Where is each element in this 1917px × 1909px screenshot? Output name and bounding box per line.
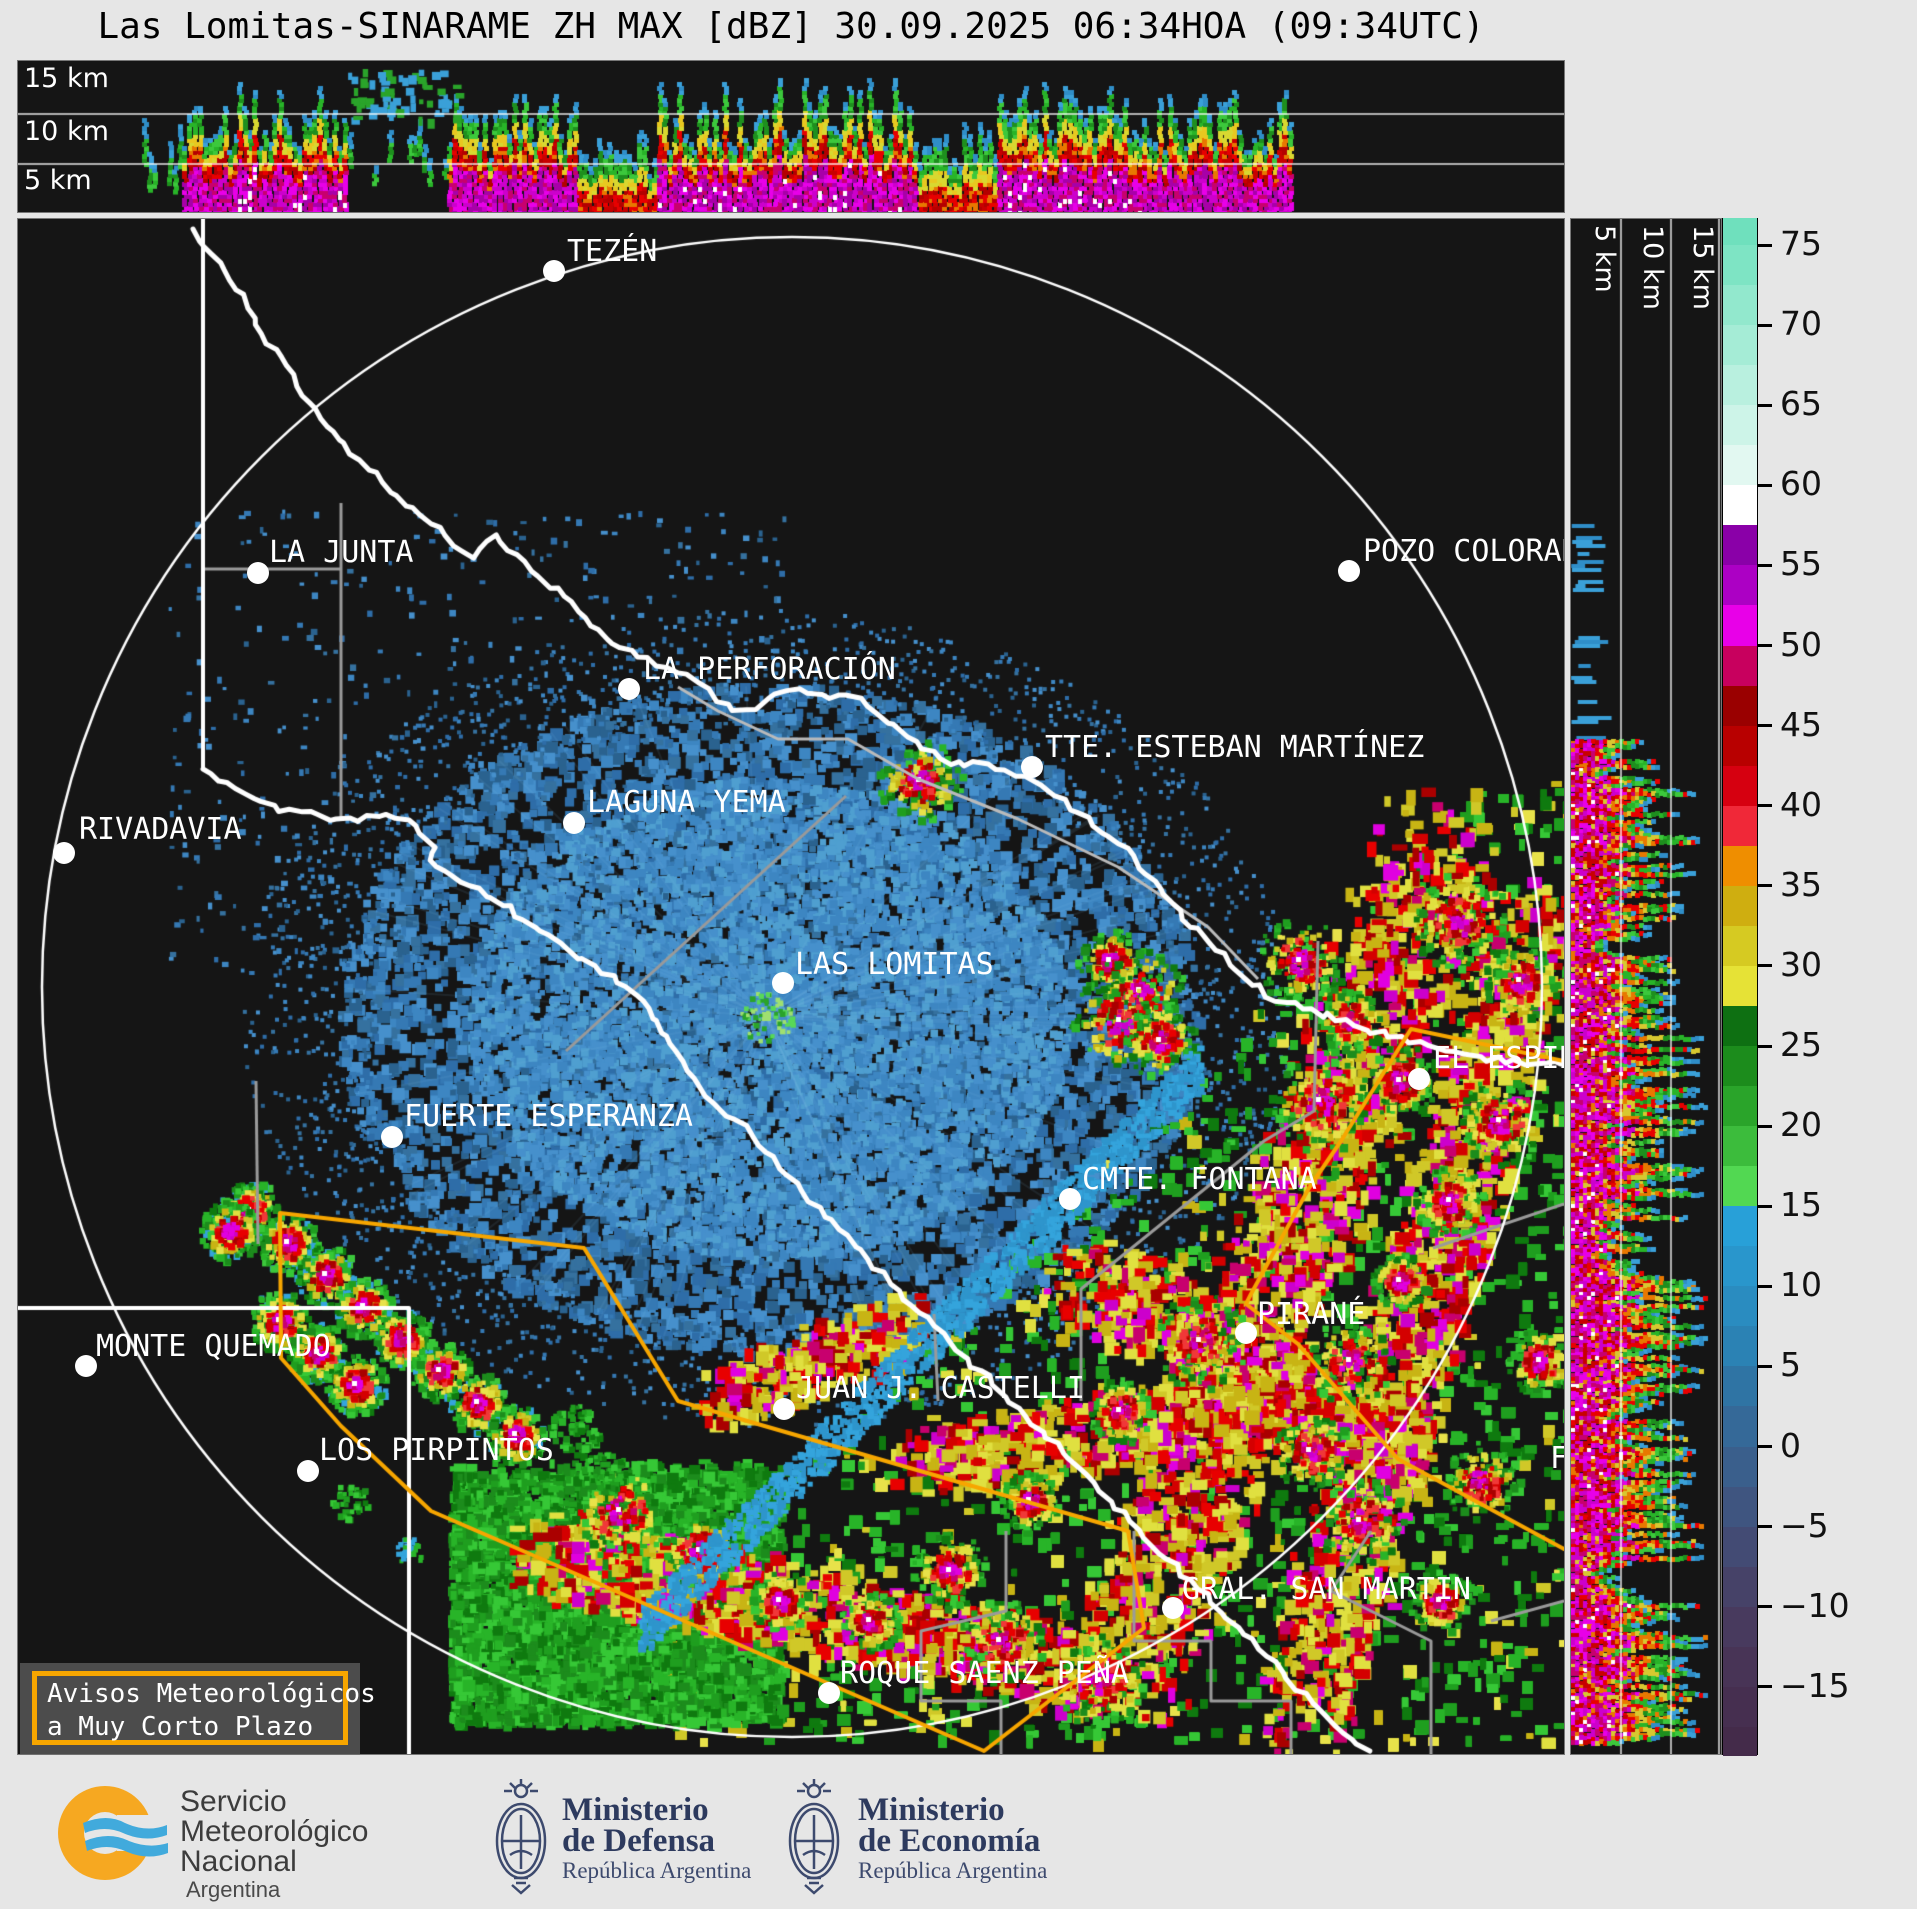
page-title: Las Lomitas-SINARAME ZH MAX [dBZ] 30.09.… [97, 6, 1485, 47]
colorbar-tick-label: 45 [1780, 704, 1822, 744]
height-label-10km: 10 km [24, 116, 109, 147]
city-label: LAS LOMITAS [795, 947, 994, 982]
economia-line-2: de Economía [858, 1823, 1041, 1859]
height-label-15km: 15 km [24, 63, 109, 94]
height-label-5km: 5 km [24, 165, 92, 196]
colorbar-tick-label: 5 [1780, 1345, 1801, 1385]
colorbar-tick-label: 60 [1780, 464, 1822, 504]
city-dot [618, 678, 640, 700]
city-label: LOS PIRPINTOS [319, 1433, 554, 1468]
city-dot [543, 260, 565, 282]
colorbar-tick-label: 10 [1780, 1265, 1822, 1305]
city-label: EL ESPIN [1433, 1041, 1565, 1076]
city-label: TTE. ESTEBAN MARTÍNEZ [1045, 730, 1425, 765]
colorbar-tick-label: −15 [1780, 1665, 1850, 1705]
city-label: FUERTE ESPERANZA [404, 1099, 693, 1134]
footer: Servicio Meteorológico Nacional Argentin… [0, 1757, 1917, 1909]
height-label-10km-vertical: 10 km [1637, 225, 1668, 310]
city-label: LA PERFORACIÓN [643, 652, 896, 687]
city-label: JUAN J. CASTELLI [796, 1371, 1085, 1406]
warning-box: Avisos Meteorológicos a Muy Corto Plazo [20, 1663, 376, 1755]
city-dot [1408, 1068, 1430, 1090]
city-label: PIRANÉ [1257, 1297, 1366, 1332]
city-label: TEZÉN [567, 234, 658, 269]
city-label: LA JUNTA [269, 535, 414, 570]
economia-line-1: Ministerio [858, 1792, 1005, 1828]
defensa-coat-of-arms-icon [495, 1779, 547, 1895]
city-dot [818, 1682, 840, 1704]
colorbar-tick-label: 50 [1780, 624, 1822, 664]
colorbar-tick-label: −10 [1780, 1585, 1850, 1625]
colorbar-tick-label: 75 [1780, 224, 1822, 263]
economia-wordmark: Ministerio de Economía República Argenti… [858, 1792, 1048, 1885]
city-label: MONTE QUEMADO [96, 1329, 331, 1364]
smn-wordmark: Servicio Meteorológico Nacional Argentin… [180, 1787, 368, 1903]
city-dot [381, 1126, 403, 1148]
city-dot [1021, 756, 1043, 778]
city-dot [75, 1355, 97, 1377]
city-dot [1059, 1188, 1081, 1210]
warning-line-1: Avisos Meteorológicos [47, 1679, 376, 1709]
city-label: RIVADAVIA [79, 812, 242, 847]
economia-coat-of-arms-icon [788, 1779, 840, 1895]
city-label: POZO COLORADO [1363, 534, 1564, 569]
colorbar-tick-label: −5 [1780, 1505, 1829, 1545]
city-dot [563, 812, 585, 834]
city-dot [1162, 1597, 1184, 1619]
smn-line-3: Nacional [180, 1845, 297, 1878]
smn-line-2: Meteorológico [180, 1815, 369, 1848]
city-dot [772, 972, 794, 994]
colorbar-tick-label: 25 [1780, 1025, 1822, 1064]
ns-cross-section-canvas [1571, 219, 1721, 1754]
city-dot [1235, 1322, 1257, 1344]
city-dot [773, 1398, 795, 1420]
colorbar-tick-label: 15 [1780, 1185, 1822, 1225]
warning-box-text: Avisos Meteorológicos a Muy Corto Plazo [32, 1671, 376, 1745]
colorbar-tick-label: 0 [1780, 1425, 1801, 1465]
height-label-5km-vertical: 5 km [1589, 225, 1620, 293]
city-dot [53, 842, 75, 864]
ew-cross-section-canvas [18, 61, 1564, 212]
city-label: CMTE. FONTANA [1082, 1162, 1317, 1197]
city-label: LAGUNA YEMA [587, 785, 786, 820]
city-label: F [1550, 1441, 1564, 1476]
dbz-colorbar [1722, 218, 1758, 1756]
ns-cross-section-panel: 5 km 10 km 15 km [1570, 218, 1722, 1755]
colorbar-tick-label: 35 [1780, 864, 1822, 904]
city-label: ROQUE SAENZ PEÑA [840, 1656, 1129, 1691]
defensa-line-3: República Argentina [562, 1858, 752, 1883]
colorbar-tick-label: 20 [1780, 1105, 1822, 1145]
radar-map-panel: TEZÉN LA JUNTA POZO COLORADO RIVADAVIA LA PE… [17, 218, 1565, 1755]
defensa-line-1: Ministerio [562, 1792, 709, 1828]
smn-logo-icon [58, 1786, 168, 1880]
colorbar-tick-label: 40 [1780, 784, 1822, 824]
colorbar-tick-label: 65 [1780, 384, 1822, 424]
city-dot [1338, 560, 1360, 582]
city-label: GRAL. SAN MARTIN [1182, 1572, 1471, 1607]
colorbar-tick-label: 70 [1780, 304, 1822, 344]
height-label-15km-vertical: 15 km [1687, 225, 1718, 310]
warning-line-2: a Muy Corto Plazo [47, 1712, 314, 1742]
economia-line-3: República Argentina [858, 1858, 1048, 1883]
ew-cross-section-panel: 15 km 10 km 5 km [17, 60, 1565, 213]
colorbar-tick-label: 30 [1780, 944, 1822, 984]
colorbar-tick-label: 55 [1780, 544, 1822, 584]
defensa-wordmark: Ministerio de Defensa República Argentin… [562, 1792, 752, 1885]
city-dot [297, 1460, 319, 1482]
defensa-line-2: de Defensa [562, 1823, 716, 1859]
smn-line-1: Servicio [180, 1785, 287, 1818]
smn-line-4: Argentina [186, 1877, 281, 1902]
city-dot [247, 562, 269, 584]
